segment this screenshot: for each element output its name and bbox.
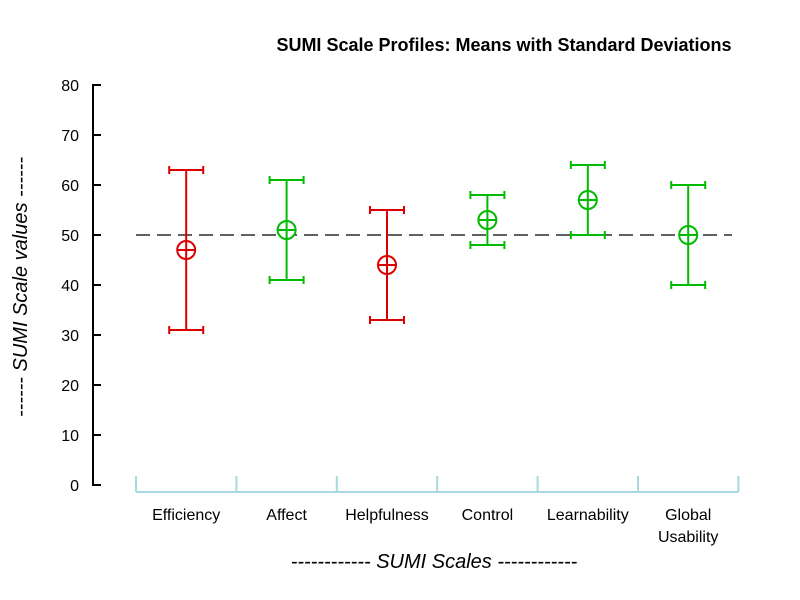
y-tick-label: 80 <box>61 78 79 95</box>
x-tick-label: Learnability <box>547 507 629 524</box>
x-tick-label-line: Efficiency <box>152 507 220 524</box>
y-tick-label: 10 <box>61 428 79 445</box>
x-tick-label-line: Control <box>462 507 514 524</box>
x-tick-label: Global Usability <box>658 507 718 546</box>
x-axis: Efficiency Affect Helpfulness Control Learna… <box>135 476 740 546</box>
y-tick-label: 30 <box>61 328 79 345</box>
x-tick-label-line: Helpfulness <box>345 507 429 524</box>
error-bars <box>168 161 707 334</box>
y-tick-label: 70 <box>61 128 79 145</box>
error-bar-group <box>670 181 707 289</box>
x-tick-label-line: Usability <box>658 529 718 546</box>
x-tick-label-line: Global <box>665 507 711 524</box>
chart-title: SUMI Scale Profiles: Means with Standard… <box>276 35 731 55</box>
error-bar-group <box>469 191 506 249</box>
error-bar-group <box>268 176 305 284</box>
x-tick-label: Efficiency <box>152 507 220 524</box>
x-tick-label-line: Affect <box>266 507 307 524</box>
error-bar-group <box>569 161 606 239</box>
y-tick-label: 0 <box>70 478 79 495</box>
x-tick-label: Control <box>462 507 514 524</box>
y-tick-label: 60 <box>61 178 79 195</box>
x-tick-label: Helpfulness <box>345 507 429 524</box>
error-bar-group <box>168 166 205 334</box>
error-bar-group <box>369 206 405 324</box>
x-tick-label: Affect <box>266 507 307 524</box>
x-axis-title: ------------ SUMI Scales ------------ <box>291 551 578 573</box>
y-tick-label: 20 <box>61 378 79 395</box>
y-axis: 0 10 20 30 40 50 60 70 80 <box>61 78 101 495</box>
x-tick-label-line: Learnability <box>547 507 629 524</box>
y-tick-label: 50 <box>61 228 79 245</box>
y-axis-title: ------ SUMI Scale values ------ <box>10 157 32 417</box>
y-tick-label: 40 <box>61 278 79 295</box>
